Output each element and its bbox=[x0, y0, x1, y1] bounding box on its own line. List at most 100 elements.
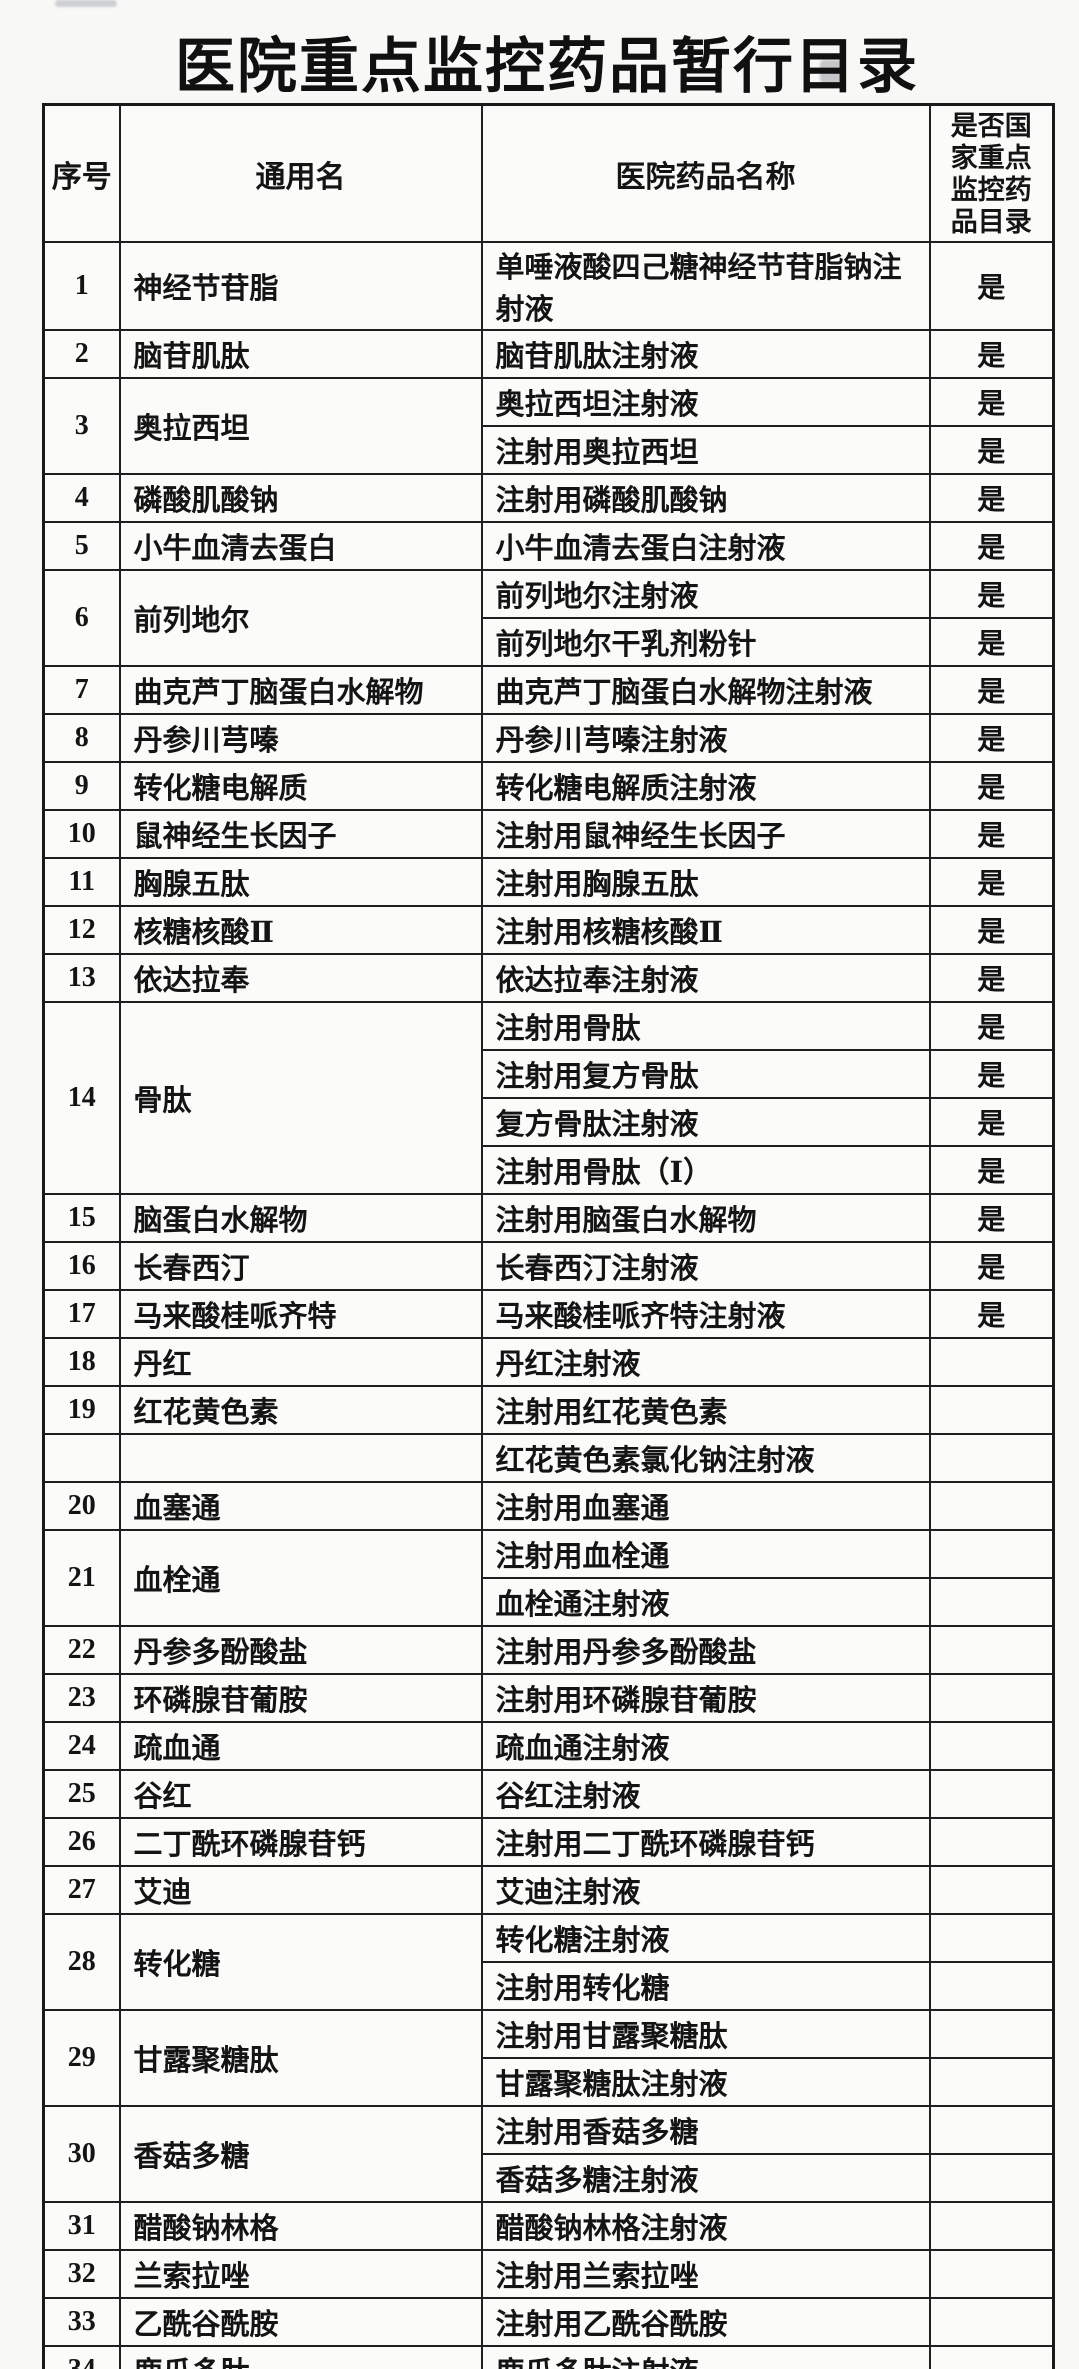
row-number-cell: 28 bbox=[42, 1913, 121, 2011]
row-number-cell: 1 bbox=[42, 241, 121, 331]
national-flag-cell: 是 bbox=[928, 665, 1055, 715]
national-flag-cell: 是 bbox=[928, 1241, 1055, 1291]
generic-name-cell: 环磷腺苷葡胺 bbox=[118, 1673, 483, 1723]
national-flag-cell bbox=[928, 2105, 1055, 2155]
national-flag-cell: 是 bbox=[928, 569, 1055, 619]
table-row: 21 血栓通 注射用血栓通 bbox=[42, 1529, 1055, 1627]
national-flag-cell bbox=[928, 2297, 1055, 2347]
row-number-cell: 25 bbox=[42, 1769, 121, 1819]
table-row: 5 小牛血清去蛋白 小牛血清去蛋白注射液是 bbox=[42, 521, 1055, 571]
table-row: 3 奥拉西坦 奥拉西坦注射液是 bbox=[42, 377, 1055, 475]
row-number-cell: 26 bbox=[42, 1817, 121, 1867]
generic-name-cell: 胸腺五肽 bbox=[118, 857, 483, 907]
row-number-cell: 3 bbox=[42, 377, 121, 475]
drug-name-cell: 曲克芦丁脑蛋白水解物注射液 bbox=[480, 665, 931, 715]
table-row: 香菇多糖注射液 bbox=[44, 2153, 1055, 2203]
drug-name-cell: 单唾液酸四己糖神经节苷脂钠注射液 bbox=[480, 241, 931, 331]
generic-name-cell: 兰索拉唑 bbox=[118, 2249, 483, 2299]
generic-name-cell: 转化糖电解质 bbox=[118, 761, 483, 811]
header-national-catalog: 是否国家重点监控药品目录 bbox=[928, 103, 1055, 243]
generic-name-cell: 转化糖 bbox=[118, 1913, 483, 2011]
drug-name-cell: 注射用血栓通 bbox=[480, 1529, 931, 1579]
table-row: 甘露聚糖肽注射液 bbox=[44, 2057, 1055, 2107]
row-number-cell: 8 bbox=[42, 713, 121, 763]
row-number-cell: 14 bbox=[42, 1001, 121, 1195]
national-flag-cell: 是 bbox=[928, 905, 1055, 955]
drug-name-cell: 马来酸桂哌齐特注射液 bbox=[480, 1289, 931, 1339]
drug-name-cell: 注射用复方骨肽 bbox=[480, 1049, 931, 1099]
generic-name-cell: 红花黄色素 bbox=[118, 1385, 483, 1435]
national-flag-cell bbox=[928, 1961, 1055, 2011]
table-row: 红花黄色素氯化钠注射液 bbox=[42, 1433, 1055, 1483]
generic-name-cell: 鼠神经生长因子 bbox=[118, 809, 483, 859]
drug-name-cell: 红花黄色素氯化钠注射液 bbox=[480, 1433, 931, 1483]
table-row: 22 丹参多酚酸盐 注射用丹参多酚酸盐 bbox=[42, 1625, 1055, 1675]
national-flag-cell: 是 bbox=[928, 809, 1055, 859]
table-row: 7 曲克芦丁脑蛋白水解物 曲克芦丁脑蛋白水解物注射液是 bbox=[42, 665, 1055, 715]
national-flag-cell: 是 bbox=[928, 1289, 1055, 1339]
drug-name-cell: 注射用磷酸肌酸钠 bbox=[480, 473, 931, 523]
national-flag-cell bbox=[928, 2201, 1055, 2251]
row-number-cell: 19 bbox=[42, 1385, 121, 1435]
national-flag-cell bbox=[928, 1433, 1055, 1483]
generic-name-cell: 小牛血清去蛋白 bbox=[118, 521, 483, 571]
header-no: 序号 bbox=[42, 103, 121, 243]
drug-name-cell: 艾迪注射液 bbox=[480, 1865, 931, 1915]
drug-name-cell: 注射用兰索拉唑 bbox=[480, 2249, 931, 2299]
row-number-cell: 15 bbox=[42, 1193, 121, 1243]
drug-name-cell: 注射用环磷腺苷葡胺 bbox=[480, 1673, 931, 1723]
row-number-cell: 13 bbox=[42, 953, 121, 1003]
drug-name-cell: 注射用香菇多糖 bbox=[480, 2105, 931, 2155]
drug-name-cell: 谷红注射液 bbox=[480, 1769, 931, 1819]
row-number-cell: 5 bbox=[42, 521, 121, 571]
generic-name-cell: 鹿瓜多肽 bbox=[118, 2345, 483, 2369]
table-row: 前列地尔干乳剂粉针是 bbox=[44, 617, 1055, 667]
drug-name-cell: 注射用核糖核酸Ⅱ bbox=[480, 905, 931, 955]
table-row: 24 疏血通 疏血通注射液 bbox=[42, 1721, 1055, 1771]
table-row: 32 兰索拉唑 注射用兰索拉唑 bbox=[42, 2249, 1055, 2299]
national-flag-cell bbox=[928, 1385, 1055, 1435]
national-flag-cell bbox=[928, 2345, 1055, 2369]
generic-name-cell: 疏血通 bbox=[118, 1721, 483, 1771]
row-number-cell: 4 bbox=[42, 473, 121, 523]
generic-name-cell: 脑苷肌肽 bbox=[118, 329, 483, 379]
national-flag-cell bbox=[928, 1481, 1055, 1531]
generic-name-cell: 乙酰谷酰胺 bbox=[118, 2297, 483, 2347]
drug-name-cell: 注射用脑蛋白水解物 bbox=[480, 1193, 931, 1243]
table-row: 28 转化糖 转化糖注射液 bbox=[42, 1913, 1055, 2011]
row-number-cell bbox=[42, 1433, 121, 1483]
drug-name-cell: 注射用奥拉西坦 bbox=[480, 425, 931, 475]
table-row: 血栓通注射液 bbox=[44, 1577, 1055, 1627]
national-flag-cell: 是 bbox=[928, 857, 1055, 907]
table-row: 23 环磷腺苷葡胺 注射用环磷腺苷葡胺 bbox=[42, 1673, 1055, 1723]
national-flag-cell: 是 bbox=[928, 377, 1055, 427]
table-row: 10 鼠神经生长因子 注射用鼠神经生长因子是 bbox=[42, 809, 1055, 859]
table-row: 8 丹参川芎嗪 丹参川芎嗪注射液是 bbox=[42, 713, 1055, 763]
table-row: 注射用骨肽（Ⅰ）是 bbox=[44, 1145, 1055, 1195]
header-generic-name: 通用名 bbox=[118, 103, 483, 243]
drug-name-cell: 前列地尔注射液 bbox=[480, 569, 931, 619]
drug-name-cell: 注射用转化糖 bbox=[480, 1961, 931, 2011]
table-row: 6 前列地尔 前列地尔注射液是 bbox=[42, 569, 1055, 667]
generic-name-cell: 丹参多酚酸盐 bbox=[118, 1625, 483, 1675]
row-number-cell: 33 bbox=[42, 2297, 121, 2347]
drug-name-cell: 小牛血清去蛋白注射液 bbox=[480, 521, 931, 571]
row-number-cell: 6 bbox=[42, 569, 121, 667]
drug-name-cell: 疏血通注射液 bbox=[480, 1721, 931, 1771]
drug-name-cell: 注射用红花黄色素 bbox=[480, 1385, 931, 1435]
drug-table-body: 1 神经节苷脂 单唾液酸四己糖神经节苷脂钠注射液是 2 脑苷肌肽 脑苷肌肽注射液是 3 奥拉西… bbox=[42, 241, 1055, 2369]
table-row: 12 核糖核酸Ⅱ 注射用核糖核酸Ⅱ 是 bbox=[42, 905, 1055, 955]
generic-name-cell: 丹参川芎嗪 bbox=[118, 713, 483, 763]
table-row: 18 丹红 丹红注射液 bbox=[42, 1337, 1055, 1387]
table-row: 注射用奥拉西坦是 bbox=[44, 425, 1055, 475]
drug-name-cell: 注射用鼠神经生长因子 bbox=[480, 809, 931, 859]
table-row: 复方骨肽注射液是 bbox=[44, 1097, 1055, 1147]
drug-name-cell: 复方骨肽注射液 bbox=[480, 1097, 931, 1147]
row-number-cell: 7 bbox=[42, 665, 121, 715]
drug-name-cell: 奥拉西坦注射液 bbox=[480, 377, 931, 427]
table-row: 9 转化糖电解质 转化糖电解质注射液是 bbox=[42, 761, 1055, 811]
national-flag-cell bbox=[928, 1337, 1055, 1387]
table-row: 2 脑苷肌肽 脑苷肌肽注射液是 bbox=[42, 329, 1055, 379]
scan-smudge-top bbox=[55, 0, 117, 7]
national-flag-cell bbox=[928, 1529, 1055, 1579]
